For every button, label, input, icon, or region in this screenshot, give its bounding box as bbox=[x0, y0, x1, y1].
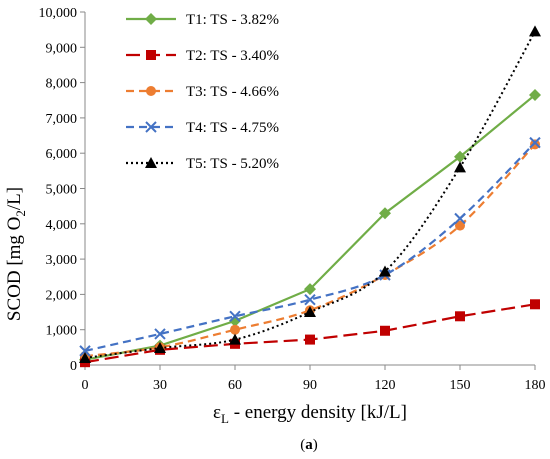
data-point bbox=[154, 328, 166, 340]
y-tick-label: 1,000 bbox=[46, 324, 78, 339]
data-point bbox=[530, 299, 540, 310]
legend-item-3: T3: TS - 4.66% bbox=[126, 84, 279, 100]
data-point bbox=[230, 324, 240, 335]
data-point bbox=[529, 136, 541, 149]
data-point bbox=[530, 139, 540, 150]
marker-stroke bbox=[304, 293, 316, 306]
data-point bbox=[229, 333, 241, 345]
legend-marker bbox=[145, 121, 157, 133]
data-point bbox=[229, 310, 241, 322]
y-tick-label: 2,000 bbox=[46, 288, 78, 303]
data-point bbox=[455, 311, 465, 322]
data-point bbox=[304, 283, 316, 296]
data-point bbox=[455, 220, 465, 231]
y-tick-label: 3,000 bbox=[46, 253, 78, 268]
marker-stroke bbox=[529, 136, 541, 149]
data-point bbox=[154, 342, 166, 354]
data-point bbox=[380, 325, 390, 336]
legend-item-5: T5: TS - 5.20% bbox=[126, 156, 279, 172]
data-point bbox=[454, 212, 466, 225]
x-tick-label: 90 bbox=[303, 378, 317, 393]
marker-stroke bbox=[454, 212, 466, 225]
marker-stroke bbox=[154, 328, 166, 340]
data-point bbox=[304, 293, 316, 306]
marker-stroke bbox=[145, 121, 157, 133]
series-3 bbox=[80, 139, 540, 362]
y-axis-title: SCOD [mg O2/L] bbox=[4, 187, 28, 321]
y-tick-label: 9,000 bbox=[46, 41, 78, 56]
x-tick-label: 60 bbox=[228, 378, 242, 393]
legend-label: T4: TS - 4.75% bbox=[186, 120, 279, 136]
legend-marker bbox=[145, 157, 157, 168]
legend-marker bbox=[145, 13, 157, 25]
series-line bbox=[84, 94, 536, 361]
figure-caption: (a) bbox=[300, 437, 318, 453]
legend-item-4: T4: TS - 4.75% bbox=[126, 120, 279, 136]
data-point bbox=[379, 207, 391, 220]
marker-stroke bbox=[229, 310, 241, 322]
data-point bbox=[79, 345, 91, 357]
y-tick-label: 10,000 bbox=[39, 6, 78, 21]
x-axis-title: εL - energy density [kJ/L] bbox=[213, 402, 407, 426]
legend-item-1: T1: TS - 3.82% bbox=[126, 12, 279, 28]
x-tick-label: 120 bbox=[375, 378, 396, 393]
data-point bbox=[79, 351, 91, 363]
data-point bbox=[304, 306, 316, 318]
series-4 bbox=[79, 136, 541, 357]
series-5 bbox=[79, 25, 541, 363]
legend: T1: TS - 3.82% T2: TS - 3.40% T3: TS - 4.6… bbox=[126, 12, 279, 172]
x-tick-label: 0 bbox=[82, 378, 89, 393]
y-tick-label: 0 bbox=[70, 359, 77, 374]
series-line bbox=[84, 143, 536, 358]
legend-label: T1: TS - 3.82% bbox=[186, 12, 279, 28]
legend-label: T5: TS - 5.20% bbox=[186, 156, 279, 172]
legend-marker bbox=[146, 86, 156, 96]
x-tick-label: 150 bbox=[450, 378, 471, 393]
legend-marker bbox=[146, 50, 156, 60]
y-tick-label: 5,000 bbox=[46, 183, 78, 198]
data-point bbox=[305, 334, 315, 345]
x-tick-label: 180 bbox=[525, 378, 546, 393]
marker-stroke bbox=[79, 345, 91, 357]
data-point bbox=[379, 265, 391, 277]
data-point bbox=[454, 161, 466, 173]
x-tick-label: 30 bbox=[153, 378, 167, 393]
y-tick-label: 6,000 bbox=[46, 147, 78, 162]
y-tick-label: 8,000 bbox=[46, 77, 78, 92]
series-line bbox=[84, 30, 536, 359]
data-point bbox=[529, 25, 541, 37]
data-point bbox=[454, 150, 466, 163]
legend-label: T2: TS - 3.40% bbox=[186, 48, 279, 64]
plot-area: 0 1,000 2,000 3,000 4,000 5,000 6,000 7,000 8,00… bbox=[39, 6, 546, 393]
y-tick-label: 4,000 bbox=[46, 218, 78, 233]
legend-label: T3: TS - 4.66% bbox=[186, 84, 279, 100]
y-tick-label: 7,000 bbox=[46, 112, 78, 127]
series-line bbox=[84, 141, 536, 352]
legend-item-2: T2: TS - 3.40% bbox=[126, 48, 279, 64]
data-point bbox=[529, 88, 541, 101]
